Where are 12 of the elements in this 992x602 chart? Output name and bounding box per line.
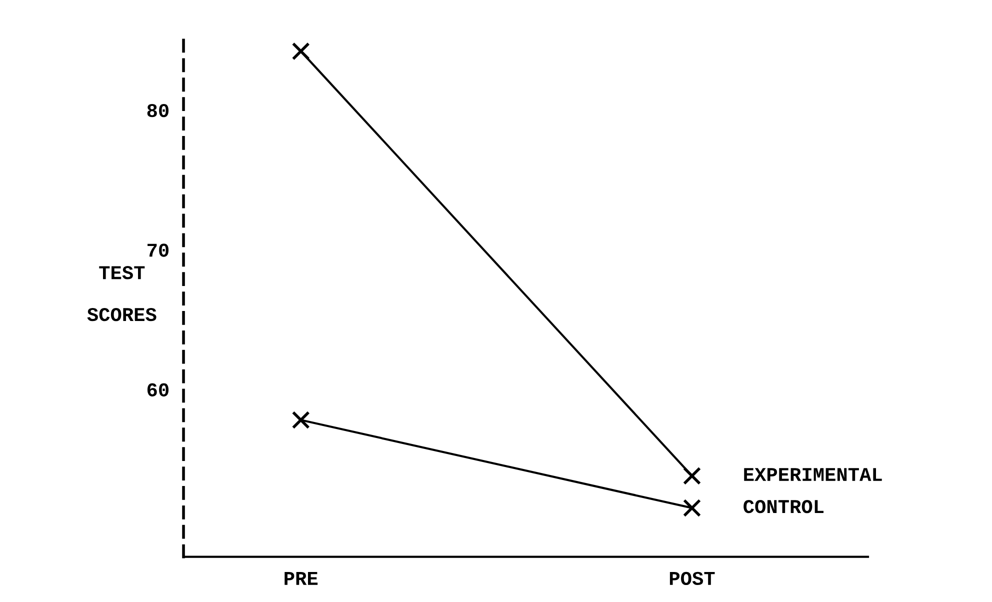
y-tick-label: 80	[147, 104, 169, 118]
point	[682, 466, 702, 485]
point	[292, 42, 310, 60]
point	[292, 410, 310, 430]
point	[682, 498, 702, 517]
y-tick-label: 70	[148, 244, 169, 257]
x-tick-label: PRE	[284, 572, 318, 585]
text: CONTROL	[744, 500, 824, 514]
text: TEST SCORES	[87, 266, 156, 322]
x-tick-label: POST	[670, 572, 715, 586]
text: EXPERIMENTAL	[744, 468, 882, 481]
y-tick-label: 60	[147, 383, 169, 396]
